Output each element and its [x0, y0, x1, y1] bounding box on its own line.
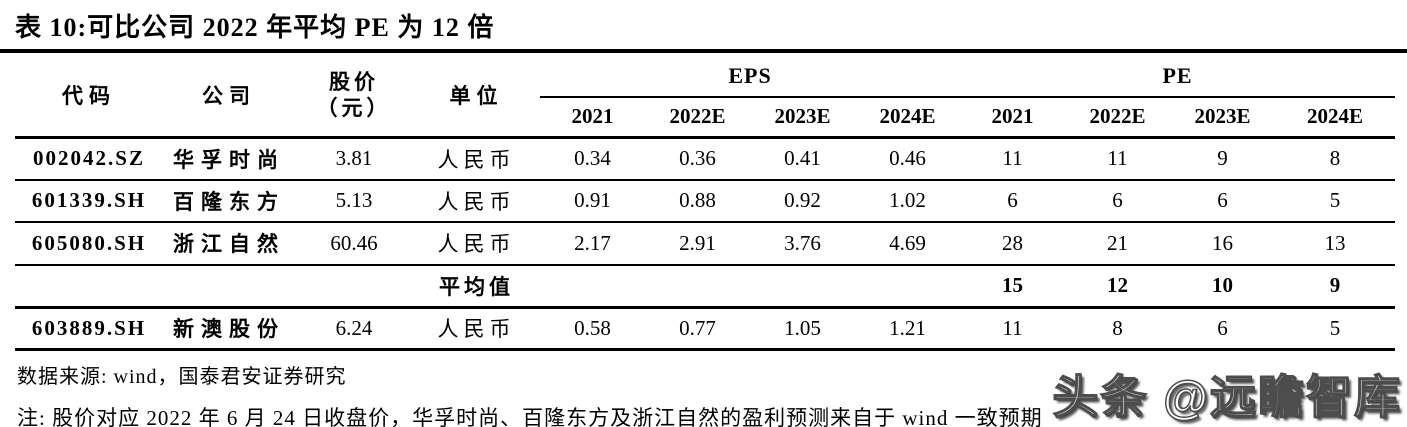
col-header-company: 公司	[163, 55, 295, 139]
pe-2022e: 6	[1065, 179, 1171, 223]
eps-2023e	[750, 264, 855, 309]
pe-2023e: 16	[1170, 222, 1276, 266]
pe-avg-2022e: 12	[1065, 264, 1171, 309]
currency-unit: 人民币	[413, 222, 540, 266]
currency-unit: 人民币	[413, 137, 540, 181]
stock-code: 605080.SH	[15, 222, 163, 266]
company-name	[163, 264, 295, 309]
company-name: 新澳股份	[163, 307, 295, 351]
stock-code	[15, 264, 163, 309]
eps-year-2022e: 2022E	[645, 97, 750, 139]
pe-2021: 11	[960, 137, 1066, 181]
eps-year-2023e: 2023E	[750, 97, 855, 139]
pe-year-2022e: 2022E	[1065, 97, 1171, 139]
currency-unit: 人民币	[413, 307, 540, 351]
price-header-line1: 股价	[329, 70, 379, 94]
eps-year-2021: 2021	[540, 97, 645, 139]
stock-price: 60.46	[295, 222, 413, 266]
table-row: 603889.SH 新澳股份 6.24 人民币 0.58 0.77 1.05 1…	[15, 307, 1396, 351]
stock-code: 601339.SH	[15, 179, 163, 223]
eps-2022e: 0.36	[645, 137, 750, 181]
stock-code: 002042.SZ	[15, 137, 163, 181]
eps-2024e: 0.46	[855, 137, 961, 181]
pe-2024e: 5	[1275, 307, 1396, 351]
eps-2022e: 0.77	[645, 307, 750, 351]
pe-2024e: 5	[1275, 179, 1396, 223]
eps-2023e: 0.41	[750, 137, 855, 181]
stock-price	[295, 264, 413, 309]
eps-2023e: 1.05	[750, 307, 855, 351]
pe-2022e: 21	[1065, 222, 1171, 266]
table-title: 表 10:可比公司 2022 年平均 PE 为 12 倍	[0, 0, 1407, 53]
pe-2022e: 8	[1065, 307, 1171, 351]
eps-2021	[540, 264, 645, 309]
stock-price: 3.81	[295, 137, 413, 181]
company-name: 华孚时尚	[163, 137, 295, 181]
col-header-code: 代码	[15, 55, 163, 139]
eps-2021: 2.17	[540, 222, 645, 266]
stock-price: 6.24	[295, 307, 413, 351]
pe-2023e: 6	[1170, 307, 1276, 351]
eps-2024e: 4.69	[855, 222, 961, 266]
average-label: 平均值	[413, 264, 540, 309]
header-group-row: 代码 公司 股价 （元） 单位 EPS PE	[15, 55, 1396, 139]
pe-2023e: 9	[1170, 137, 1276, 181]
price-header-line2: （元）	[316, 96, 392, 121]
col-header-unit: 单位	[413, 55, 540, 139]
eps-2021: 0.58	[540, 307, 645, 351]
col-header-price: 股价 （元）	[295, 55, 413, 139]
pe-avg-2021: 15	[960, 264, 1066, 309]
pe-2024e: 13	[1275, 222, 1396, 266]
currency-unit: 人民币	[413, 179, 540, 223]
col-group-pe: PE	[960, 55, 1396, 98]
eps-2023e: 0.92	[750, 179, 855, 223]
header-years-row: 2021 2022E 2023E 2024E 2021 2022E 2023E …	[15, 97, 1396, 139]
company-name: 浙江自然	[163, 222, 295, 266]
pe-2021: 6	[960, 179, 1066, 223]
eps-2024e	[855, 264, 961, 309]
pe-year-2021: 2021	[960, 97, 1066, 139]
eps-2021: 0.34	[540, 137, 645, 181]
eps-2022e: 0.88	[645, 179, 750, 223]
eps-2021: 0.91	[540, 179, 645, 223]
pe-year-2024e: 2024E	[1275, 97, 1396, 139]
eps-2022e	[645, 264, 750, 309]
col-group-eps: EPS	[540, 55, 961, 98]
pe-year-2023e: 2023E	[1170, 97, 1276, 139]
eps-2022e: 2.91	[645, 222, 750, 266]
pe-avg-2023e: 10	[1170, 264, 1276, 309]
stock-price: 5.13	[295, 179, 413, 223]
company-name: 百隆东方	[163, 179, 295, 223]
table-row: 601339.SH 百隆东方 5.13 人民币 0.91 0.88 0.92 1…	[15, 179, 1396, 223]
pe-2021: 28	[960, 222, 1066, 266]
pe-avg-2024e: 9	[1275, 264, 1396, 309]
stock-code: 603889.SH	[15, 307, 163, 351]
pe-2023e: 6	[1170, 179, 1276, 223]
eps-2023e: 3.76	[750, 222, 855, 266]
eps-2024e: 1.21	[855, 307, 961, 351]
pe-2024e: 8	[1275, 137, 1396, 181]
pe-2021: 11	[960, 307, 1066, 351]
eps-year-2024e: 2024E	[855, 97, 961, 139]
footnote: 注: 股价对应 2022 年 6 月 24 日收盘价，华孚时尚、百隆东方及浙江自…	[17, 406, 1043, 427]
average-row: 平均值 15 12 10 9	[15, 264, 1396, 309]
pe-2022e: 11	[1065, 137, 1171, 181]
table-row: 002042.SZ 华孚时尚 3.81 人民币 0.34 0.36 0.41 0…	[15, 137, 1396, 181]
data-source: 数据来源: wind，国泰君安证券研究	[17, 366, 347, 388]
table-row: 605080.SH 浙江自然 60.46 人民币 2.17 2.91 3.76 …	[15, 222, 1396, 266]
watermark: 头条 @远瞻智库	[1052, 370, 1402, 424]
eps-2024e: 1.02	[855, 179, 961, 223]
comparable-companies-table: 代码 公司 股价 （元） 单位 EPS PE 2021 2022E 2023E …	[15, 55, 1396, 351]
